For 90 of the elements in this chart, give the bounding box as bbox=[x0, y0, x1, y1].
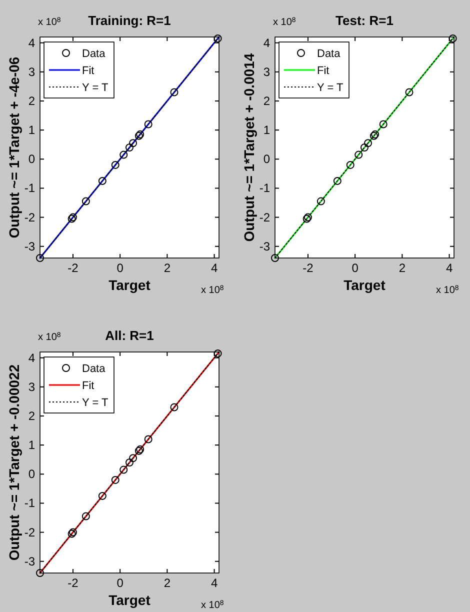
legend-label: Data bbox=[317, 48, 342, 60]
x-tick-label: 2 bbox=[164, 576, 171, 590]
x-tick-label: 0 bbox=[116, 261, 124, 275]
legend-label: Y = T bbox=[317, 82, 344, 94]
point bbox=[360, 144, 368, 152]
point bbox=[98, 492, 106, 500]
y-tick-label: -3 bbox=[24, 554, 36, 568]
text: x 10$^{8}$ bbox=[201, 284, 224, 296]
x-tick-label: 0 bbox=[352, 261, 359, 275]
legend-label: Y = T bbox=[82, 82, 108, 94]
x-axis-title: Target bbox=[108, 277, 151, 293]
y-tick-label: 0 bbox=[28, 152, 36, 166]
y-tick-label: 1 bbox=[263, 123, 270, 138]
point bbox=[170, 403, 178, 412]
point bbox=[126, 458, 134, 466]
x-tick-label: 4 bbox=[446, 261, 453, 275]
y-tick-label: 3 bbox=[263, 64, 270, 79]
y-tick-label: -1 bbox=[24, 181, 36, 196]
x-tick-label: -2 bbox=[302, 261, 314, 275]
y-axis-title: Output ~= 1*Target + -0.0014 bbox=[241, 53, 257, 242]
point bbox=[129, 139, 138, 148]
point bbox=[346, 160, 354, 169]
point bbox=[405, 88, 414, 96]
legend-label: Fit bbox=[82, 65, 94, 77]
legend-label: Y = T bbox=[82, 397, 108, 409]
point bbox=[120, 150, 128, 159]
chart-title: All: R=1 bbox=[105, 328, 154, 343]
point bbox=[120, 466, 128, 474]
point bbox=[144, 435, 152, 444]
text: x 10$^{8}$ bbox=[38, 16, 61, 28]
x-tick-label: 0 bbox=[116, 576, 124, 590]
x-tick-label: 2 bbox=[398, 261, 406, 275]
y-tick-label: -1 bbox=[259, 181, 270, 196]
point bbox=[144, 120, 152, 128]
y-tick-label: 1 bbox=[28, 438, 36, 452]
point bbox=[354, 150, 363, 159]
y-tick-label: 3 bbox=[28, 64, 36, 79]
chart-title: Test: R=1 bbox=[336, 13, 394, 28]
x-tick-label: 4 bbox=[210, 261, 218, 275]
point bbox=[379, 120, 388, 128]
y-tick-label: -2 bbox=[259, 210, 270, 224]
x-axis-title: Target bbox=[108, 592, 151, 608]
point bbox=[271, 254, 279, 262]
point bbox=[82, 197, 90, 206]
legend-label: Data bbox=[82, 48, 106, 60]
point bbox=[364, 139, 372, 148]
text: x 10$^{8}$ bbox=[436, 284, 459, 296]
y-tick-label: -1 bbox=[24, 496, 36, 510]
point bbox=[126, 144, 134, 152]
point bbox=[448, 34, 457, 42]
point bbox=[129, 454, 138, 462]
y-tick-label: 2 bbox=[263, 94, 270, 108]
text: x 10$^{8}$ bbox=[201, 600, 224, 611]
point bbox=[111, 160, 120, 169]
chart-title: Training: R=1 bbox=[88, 13, 171, 28]
y-tick-label: 2 bbox=[28, 94, 36, 108]
text: x 10$^{8}$ bbox=[38, 332, 61, 343]
y-tick-label: -3 bbox=[259, 239, 270, 254]
y-axis-title: Output ~= 1*Target + -4e-06 bbox=[6, 56, 22, 238]
point bbox=[111, 476, 120, 484]
y-tick-label: 0 bbox=[28, 467, 36, 482]
y-tick-label: 2 bbox=[28, 408, 36, 423]
y-tick-label: 4 bbox=[263, 36, 270, 50]
x-tick-label: 2 bbox=[164, 261, 171, 275]
legend-label: Fit bbox=[317, 65, 330, 77]
x-tick-label: -2 bbox=[68, 576, 79, 590]
y-tick-label: -3 bbox=[24, 239, 36, 254]
point bbox=[170, 88, 178, 96]
point bbox=[214, 349, 222, 358]
y-tick-label: 4 bbox=[28, 36, 36, 50]
point bbox=[36, 569, 44, 577]
point bbox=[98, 176, 106, 185]
x-tick-label: 4 bbox=[210, 576, 218, 590]
point bbox=[214, 34, 222, 42]
y-tick-label: 1 bbox=[28, 123, 36, 138]
point bbox=[316, 197, 325, 206]
x-axis-title: Target bbox=[344, 277, 386, 293]
legend-label: Fit bbox=[82, 380, 94, 392]
y-tick-label: 0 bbox=[263, 152, 270, 166]
point bbox=[333, 176, 342, 185]
text: x 10$^{8}$ bbox=[273, 16, 296, 28]
point bbox=[36, 254, 44, 262]
x-tick-label: -2 bbox=[68, 261, 79, 275]
y-axis-title: Output ~= 1*Target + -0.00022 bbox=[6, 364, 22, 561]
y-tick-label: 4 bbox=[28, 350, 36, 365]
legend-label: Data bbox=[82, 363, 106, 375]
y-tick-label: -2 bbox=[24, 210, 36, 224]
y-tick-label: 3 bbox=[28, 380, 36, 394]
y-tick-label: -2 bbox=[24, 525, 36, 540]
point bbox=[82, 512, 90, 520]
